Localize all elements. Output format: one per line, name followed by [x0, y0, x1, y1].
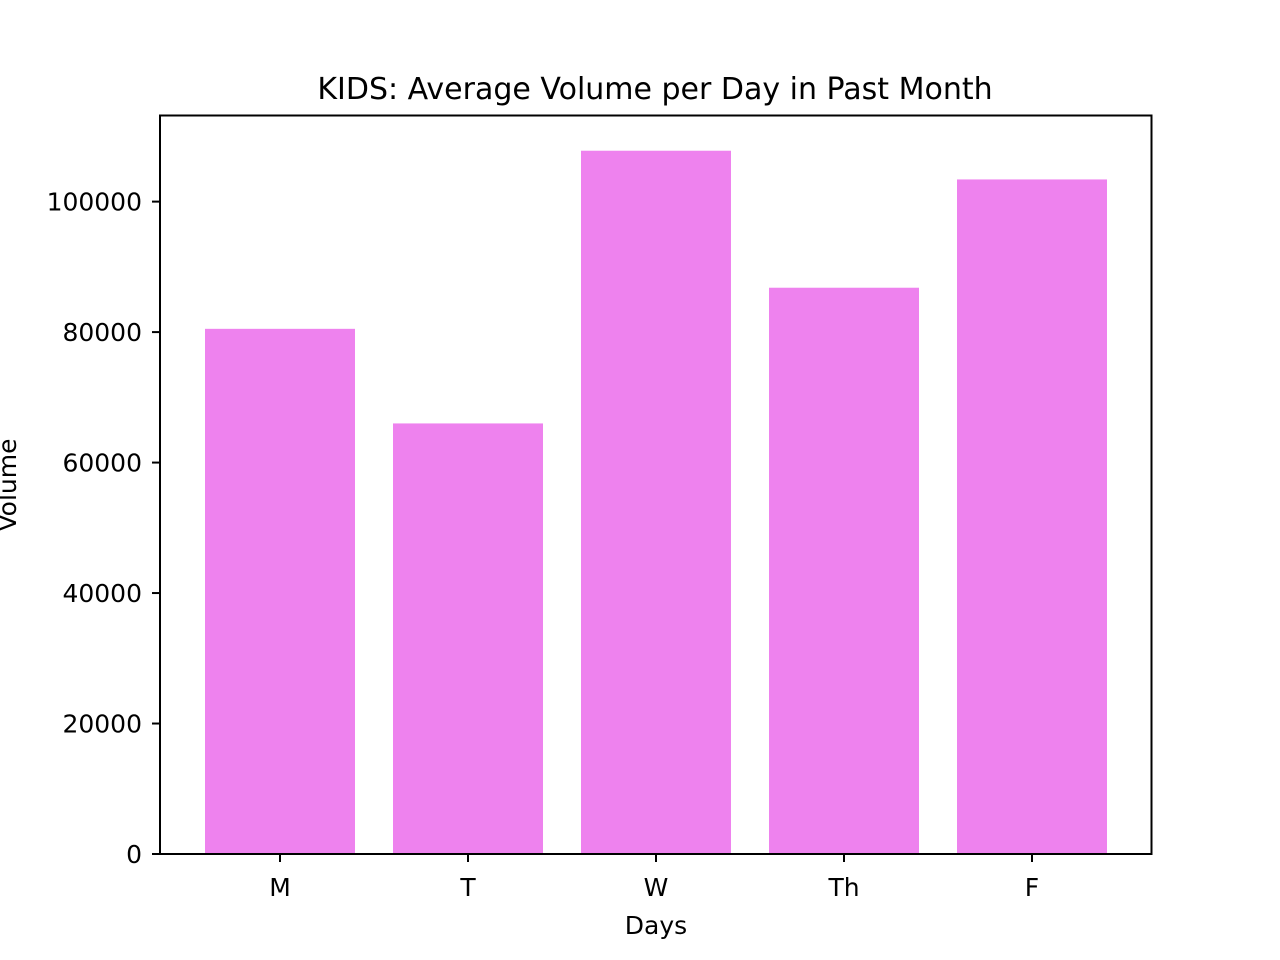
- y-tick-label: 20000: [62, 710, 142, 739]
- y-axis-label: Volume: [0, 439, 22, 532]
- y-tick-label: 80000: [62, 318, 142, 347]
- y-tick-label: 60000: [62, 449, 142, 478]
- chart-title: KIDS: Average Volume per Day in Past Mon…: [317, 72, 992, 107]
- bar-m: [205, 328, 355, 854]
- x-axis-ticks: M T W Th F: [269, 854, 1039, 902]
- y-axis-ticks: 0 20000 40000 60000 80000 100000: [47, 188, 160, 869]
- bar-w: [581, 150, 731, 854]
- y-tick-label: 40000: [62, 579, 142, 608]
- x-tick-label: Th: [827, 873, 859, 902]
- bar-f: [957, 179, 1107, 855]
- bar-th: [769, 287, 919, 854]
- bar-t: [393, 423, 543, 854]
- x-tick-label: T: [459, 873, 476, 902]
- y-tick-label: 100000: [47, 188, 142, 217]
- plot-frame: [159, 114, 1153, 855]
- x-tick-label: M: [269, 873, 291, 902]
- bars-group: [205, 150, 1107, 855]
- x-axis-label: Days: [625, 911, 687, 940]
- x-tick-label: F: [1025, 873, 1039, 902]
- y-tick-label: 0: [126, 840, 142, 869]
- x-tick-label: W: [644, 873, 669, 902]
